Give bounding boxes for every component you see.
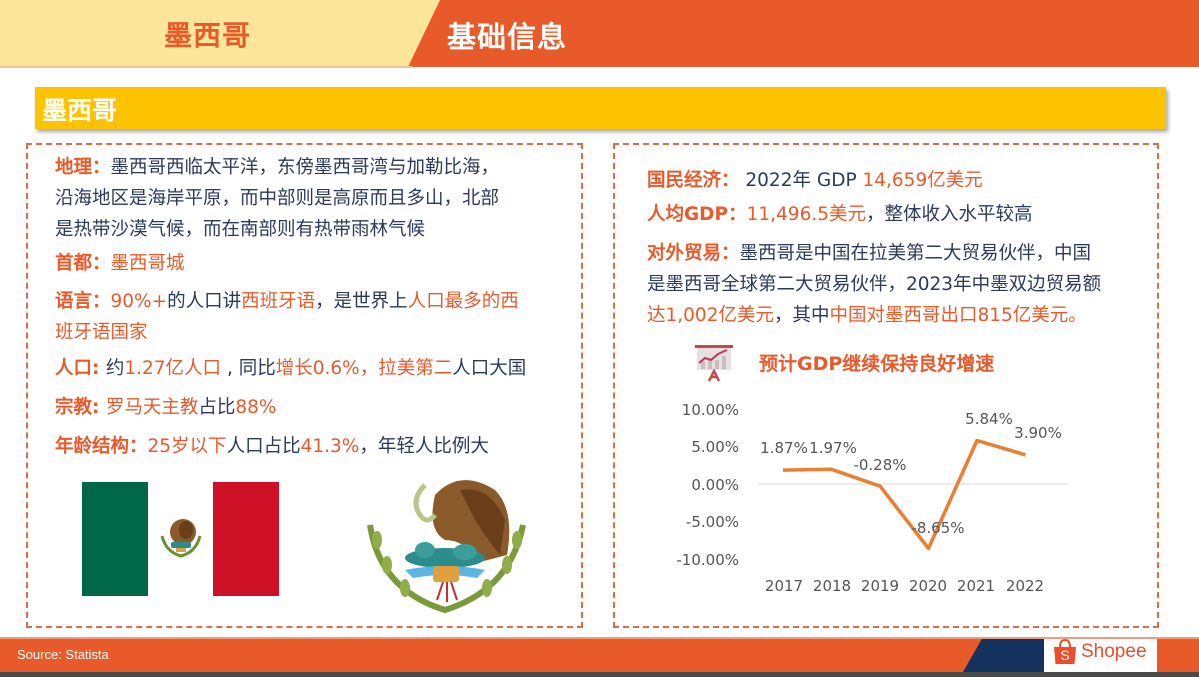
trade-text: 中国对墨西哥出口815亿美元。	[829, 305, 1087, 326]
header-divider	[0, 66, 412, 68]
header-bar: 墨西哥 基础信息	[0, 0, 1199, 68]
shopee-brand-text: Shopee	[1081, 641, 1147, 662]
population-text: 1.27亿人口	[124, 358, 222, 379]
population-text: 约	[105, 358, 125, 379]
source-text: Source: Statista	[17, 647, 109, 662]
religion-text: 占比	[198, 397, 236, 418]
country-info-panel	[26, 143, 583, 628]
flag-white-stripe	[148, 482, 213, 596]
capital-paragraph: 首都：墨西哥城	[55, 248, 185, 279]
svg-text:S: S	[1060, 647, 1069, 663]
y-tick: 10.00%	[682, 401, 739, 419]
religion-label: 宗教:	[55, 397, 106, 418]
capital-value: 墨西哥城	[110, 253, 185, 274]
header-left-panel	[0, 0, 440, 67]
geography-text: 是热带沙漠气候，而在南部则有热带雨林气候	[55, 219, 426, 240]
population-text: , 同比	[221, 358, 276, 379]
x-tick: 2017	[765, 577, 803, 595]
language-text: 的人口讲	[167, 291, 242, 312]
language-label: 语言：	[55, 291, 111, 312]
x-tick: 2022	[1006, 577, 1044, 595]
geography-label: 地理：	[55, 157, 111, 178]
language-text: 西班牙语	[241, 291, 316, 312]
flag-red-stripe	[213, 482, 279, 596]
x-tick: 2019	[861, 577, 899, 595]
age-text: 25岁以下	[147, 436, 227, 457]
y-tick: 5.00%	[691, 438, 739, 456]
coat-of-arms-icon	[367, 480, 526, 614]
religion-paragraph: 宗教: 罗马天主教占比88%	[55, 392, 277, 423]
page-title: 基础信息	[447, 20, 568, 54]
religion-text: 罗马天主教	[105, 397, 199, 418]
footer-top-line	[0, 637, 1199, 639]
data-label: 1.97%	[809, 439, 857, 457]
flag-emblem-icon	[160, 519, 202, 558]
gdp-growth-chart: 10.00% 5.00% 0.00% -5.00% -10.00% 1.87% …	[676, 401, 1068, 595]
header-country: 墨西哥	[164, 19, 252, 52]
population-label: 人口:	[55, 358, 106, 379]
economy-text: 2022年 GDP	[739, 170, 863, 191]
trade-text: 是墨西哥全球第二大贸易伙伴，2023年中墨双边贸易额	[647, 274, 1102, 295]
data-label: -8.65%	[911, 519, 964, 537]
age-text: 人口占比	[226, 436, 301, 457]
presentation-chart-icon	[695, 345, 733, 382]
trade-paragraph: 对外贸易：墨西哥是中国在拉美第二大贸易伙伴，中国 是墨西哥全球第二大贸易伙伴，2…	[647, 238, 1101, 331]
x-tick: 2018	[813, 577, 851, 595]
population-text: 增长0.6%，拉美第二	[275, 358, 453, 379]
gdp-per-capita-value: 11,496.5美元	[746, 204, 866, 225]
age-structure-paragraph: 年龄结构：25岁以下人口占比41.3%，年轻人比例大	[55, 431, 489, 462]
religion-text: 88%	[235, 397, 277, 418]
economy-panel	[613, 143, 1159, 628]
data-label: 3.90%	[1014, 424, 1062, 442]
y-axis: 10.00% 5.00% 0.00% -5.00% -10.00%	[676, 401, 739, 569]
age-text: 41.3%	[300, 436, 360, 457]
data-labels: 1.87% 1.97% -0.28% -8.65% 5.84% 3.90%	[760, 410, 1062, 537]
data-label: 5.84%	[965, 410, 1013, 428]
language-paragraph: 语言：90%+的人口讲西班牙语，是世界上人口最多的西 班牙语国家	[55, 286, 519, 348]
footer-bar: Source: Statista S Shopee	[0, 637, 1199, 672]
economy-label: 国民经济：	[647, 170, 740, 191]
gdp-per-capita-label: 人均GDP：	[647, 204, 747, 225]
gdp-growth-line	[782, 438, 1026, 551]
trade-text: 墨西哥是中国在拉美第二大贸易伙伴，中国	[739, 243, 1092, 264]
x-tick: 2021	[957, 577, 995, 595]
shopee-bag-icon: S	[1054, 639, 1076, 664]
y-tick: -10.00%	[676, 551, 739, 569]
gdp-per-capita-text: ，整体收入水平较高	[866, 204, 1033, 225]
trade-label: 对外贸易：	[647, 243, 740, 264]
section-banner: 墨西哥	[35, 87, 1166, 129]
x-axis: 2017 2018 2019 2020 2021 2022	[765, 577, 1044, 595]
banner-title: 墨西哥	[42, 96, 118, 125]
data-label: -0.28%	[853, 456, 906, 474]
language-text: 班牙语国家	[55, 322, 148, 343]
flag-green-stripe	[82, 482, 148, 596]
y-tick: -5.00%	[686, 513, 739, 531]
x-tick: 2020	[909, 577, 947, 595]
data-label: 1.87%	[760, 439, 808, 457]
shopee-logo: S Shopee	[1053, 639, 1147, 665]
geography-text: 墨西哥西临太平洋，东傍墨西哥湾与加勒比海，	[110, 157, 500, 178]
capital-label: 首都：	[55, 253, 111, 274]
population-text: 人口大国	[452, 358, 527, 379]
trade-text: 达1,002亿美元	[647, 305, 774, 326]
language-text: ，是世界上	[315, 291, 408, 312]
language-text: 90%+	[110, 291, 168, 312]
trade-text: ，其中	[773, 305, 830, 326]
economy-paragraph: 国民经济： 2022年 GDP 14,659亿美元	[647, 165, 983, 196]
geography-text: 沿海地区是海岸平原，而中部则是高原而且多山，北部	[55, 188, 500, 209]
y-tick: 0.00%	[691, 476, 739, 494]
age-text: ，年轻人比例大	[359, 436, 489, 457]
language-text: 人口最多的西	[407, 291, 519, 312]
gdp-per-capita-paragraph: 人均GDP：11,496.5美元，整体收入水平较高	[647, 199, 1033, 230]
footer-navy-accent	[963, 637, 1048, 672]
bottom-strip	[0, 672, 1199, 677]
geography-paragraph: 地理：墨西哥西临太平洋，东傍墨西哥湾与加勒比海， 沿海地区是海岸平原，而中部则是…	[55, 152, 499, 245]
gdp-value: 14,659亿美元	[862, 170, 983, 191]
chart-title: 预计GDP继续保持良好增速	[759, 353, 995, 375]
mexico-flag	[82, 482, 279, 596]
age-label: 年龄结构：	[55, 436, 148, 457]
population-paragraph: 人口: 约1.27亿人口 , 同比增长0.6%，拉美第二人口大国	[55, 353, 526, 384]
